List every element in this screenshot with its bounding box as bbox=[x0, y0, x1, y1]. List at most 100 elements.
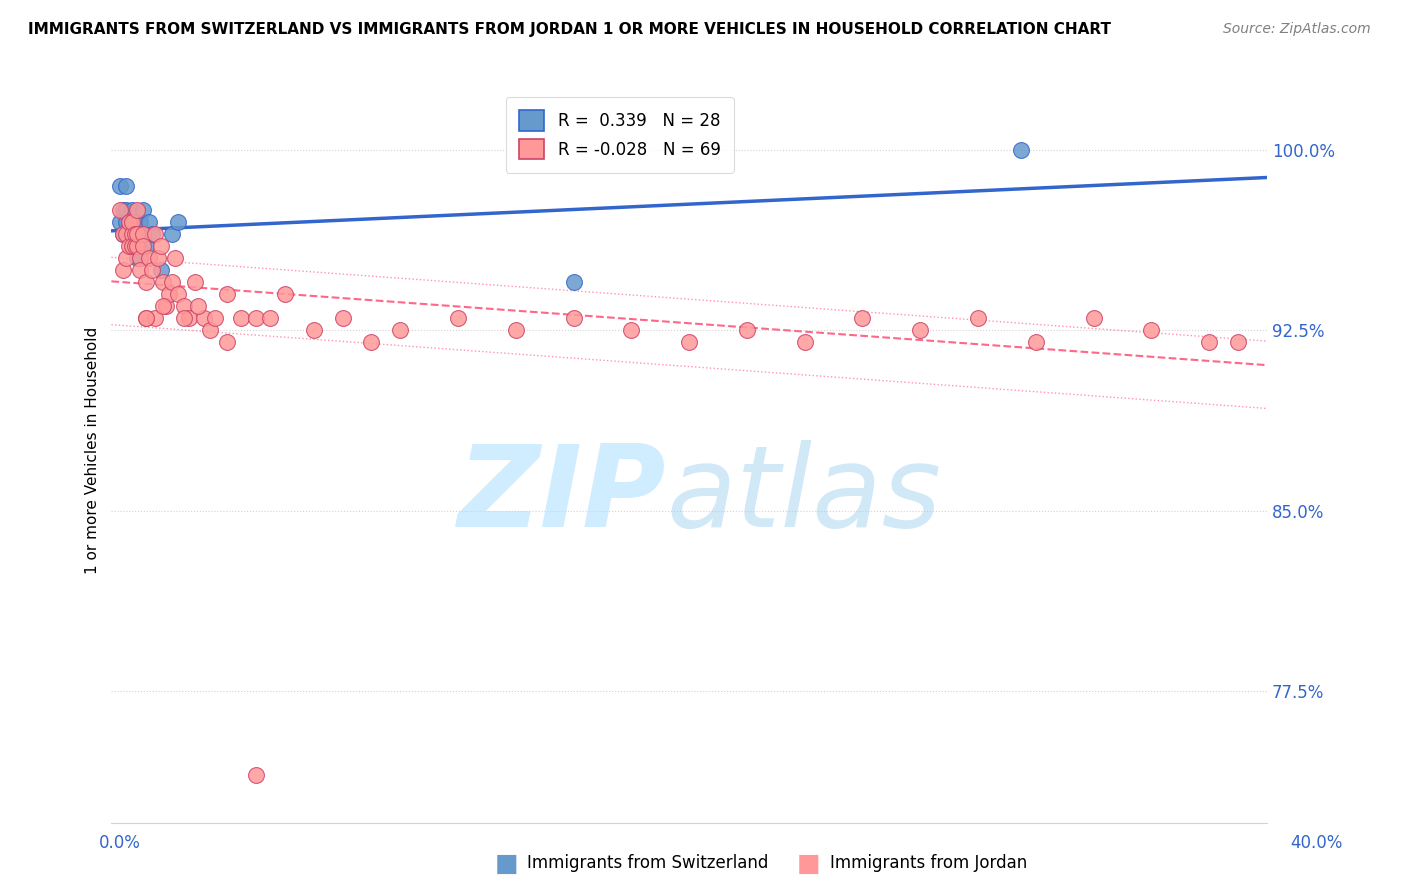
Point bbox=[562, 311, 585, 326]
Point bbox=[111, 263, 134, 277]
Point bbox=[129, 251, 152, 265]
Text: IMMIGRANTS FROM SWITZERLAND VS IMMIGRANTS FROM JORDAN 1 OR MORE VEHICLES IN HOUS: IMMIGRANTS FROM SWITZERLAND VS IMMIGRANT… bbox=[28, 22, 1111, 37]
Legend: R =  0.339   N = 28, R = -0.028   N = 69: R = 0.339 N = 28, R = -0.028 N = 69 bbox=[506, 97, 734, 173]
Point bbox=[121, 227, 143, 241]
Point bbox=[115, 227, 138, 241]
Point bbox=[143, 311, 166, 326]
Point bbox=[115, 202, 138, 217]
Point bbox=[1083, 311, 1105, 326]
Point bbox=[215, 287, 238, 301]
Point bbox=[152, 299, 174, 313]
Point bbox=[447, 311, 470, 326]
Point bbox=[118, 239, 141, 253]
Point bbox=[124, 227, 146, 241]
Point bbox=[1025, 335, 1047, 350]
Point bbox=[302, 323, 325, 337]
Point bbox=[215, 335, 238, 350]
Point bbox=[108, 215, 131, 229]
Point bbox=[121, 239, 143, 253]
Point bbox=[149, 239, 172, 253]
Point bbox=[121, 239, 143, 253]
Point bbox=[143, 227, 166, 241]
Text: ■: ■ bbox=[797, 852, 820, 875]
Point bbox=[118, 215, 141, 229]
Text: atlas: atlas bbox=[666, 440, 941, 550]
Point bbox=[360, 335, 382, 350]
Point bbox=[127, 239, 149, 253]
Point bbox=[135, 239, 157, 253]
Point bbox=[115, 215, 138, 229]
Point bbox=[132, 239, 155, 253]
Point bbox=[166, 215, 188, 229]
Point bbox=[1010, 143, 1032, 157]
Point bbox=[160, 275, 183, 289]
Point bbox=[129, 251, 152, 265]
Point bbox=[135, 311, 157, 326]
Point bbox=[193, 311, 215, 326]
Text: ZIP: ZIP bbox=[457, 440, 666, 550]
Point bbox=[184, 275, 207, 289]
Point bbox=[127, 227, 149, 241]
Point bbox=[157, 287, 180, 301]
Point bbox=[149, 263, 172, 277]
Point bbox=[152, 275, 174, 289]
Point bbox=[135, 275, 157, 289]
Point bbox=[163, 251, 186, 265]
Point bbox=[620, 323, 643, 337]
Point bbox=[115, 178, 138, 193]
Point bbox=[678, 335, 700, 350]
Point bbox=[138, 251, 160, 265]
Point bbox=[127, 239, 149, 253]
Point bbox=[1198, 335, 1220, 350]
Text: ■: ■ bbox=[495, 852, 517, 875]
Point bbox=[967, 311, 990, 326]
Text: 40.0%: 40.0% bbox=[1291, 834, 1343, 852]
Point bbox=[124, 239, 146, 253]
Point bbox=[179, 311, 201, 326]
Point bbox=[127, 202, 149, 217]
Point bbox=[389, 323, 412, 337]
Point bbox=[1227, 335, 1250, 350]
Point bbox=[124, 227, 146, 241]
Point bbox=[332, 311, 354, 326]
Point bbox=[231, 311, 253, 326]
Point bbox=[245, 311, 267, 326]
Point bbox=[198, 323, 221, 337]
Point bbox=[132, 227, 155, 241]
Point bbox=[129, 263, 152, 277]
Point bbox=[108, 178, 131, 193]
Point bbox=[121, 202, 143, 217]
Text: Immigrants from Jordan: Immigrants from Jordan bbox=[830, 855, 1026, 872]
Point bbox=[910, 323, 932, 337]
Point bbox=[259, 311, 281, 326]
Point bbox=[245, 768, 267, 782]
Point bbox=[132, 202, 155, 217]
Point bbox=[735, 323, 758, 337]
Text: Immigrants from Switzerland: Immigrants from Switzerland bbox=[527, 855, 769, 872]
Point bbox=[124, 215, 146, 229]
Point bbox=[204, 311, 226, 326]
Point bbox=[141, 263, 163, 277]
Point bbox=[132, 227, 155, 241]
Point bbox=[173, 311, 195, 326]
Point bbox=[141, 227, 163, 241]
Text: 0.0%: 0.0% bbox=[98, 834, 141, 852]
Point bbox=[108, 202, 131, 217]
Point bbox=[187, 299, 209, 313]
Point bbox=[118, 227, 141, 241]
Point bbox=[121, 239, 143, 253]
Point bbox=[562, 275, 585, 289]
Point bbox=[793, 335, 815, 350]
Point bbox=[115, 251, 138, 265]
Point bbox=[851, 311, 873, 326]
Point bbox=[155, 299, 177, 313]
Point bbox=[274, 287, 297, 301]
Point bbox=[138, 215, 160, 229]
Point bbox=[129, 215, 152, 229]
Point bbox=[166, 287, 188, 301]
Point bbox=[118, 215, 141, 229]
Point bbox=[505, 323, 527, 337]
Point bbox=[173, 299, 195, 313]
Point bbox=[1140, 323, 1163, 337]
Point bbox=[160, 227, 183, 241]
